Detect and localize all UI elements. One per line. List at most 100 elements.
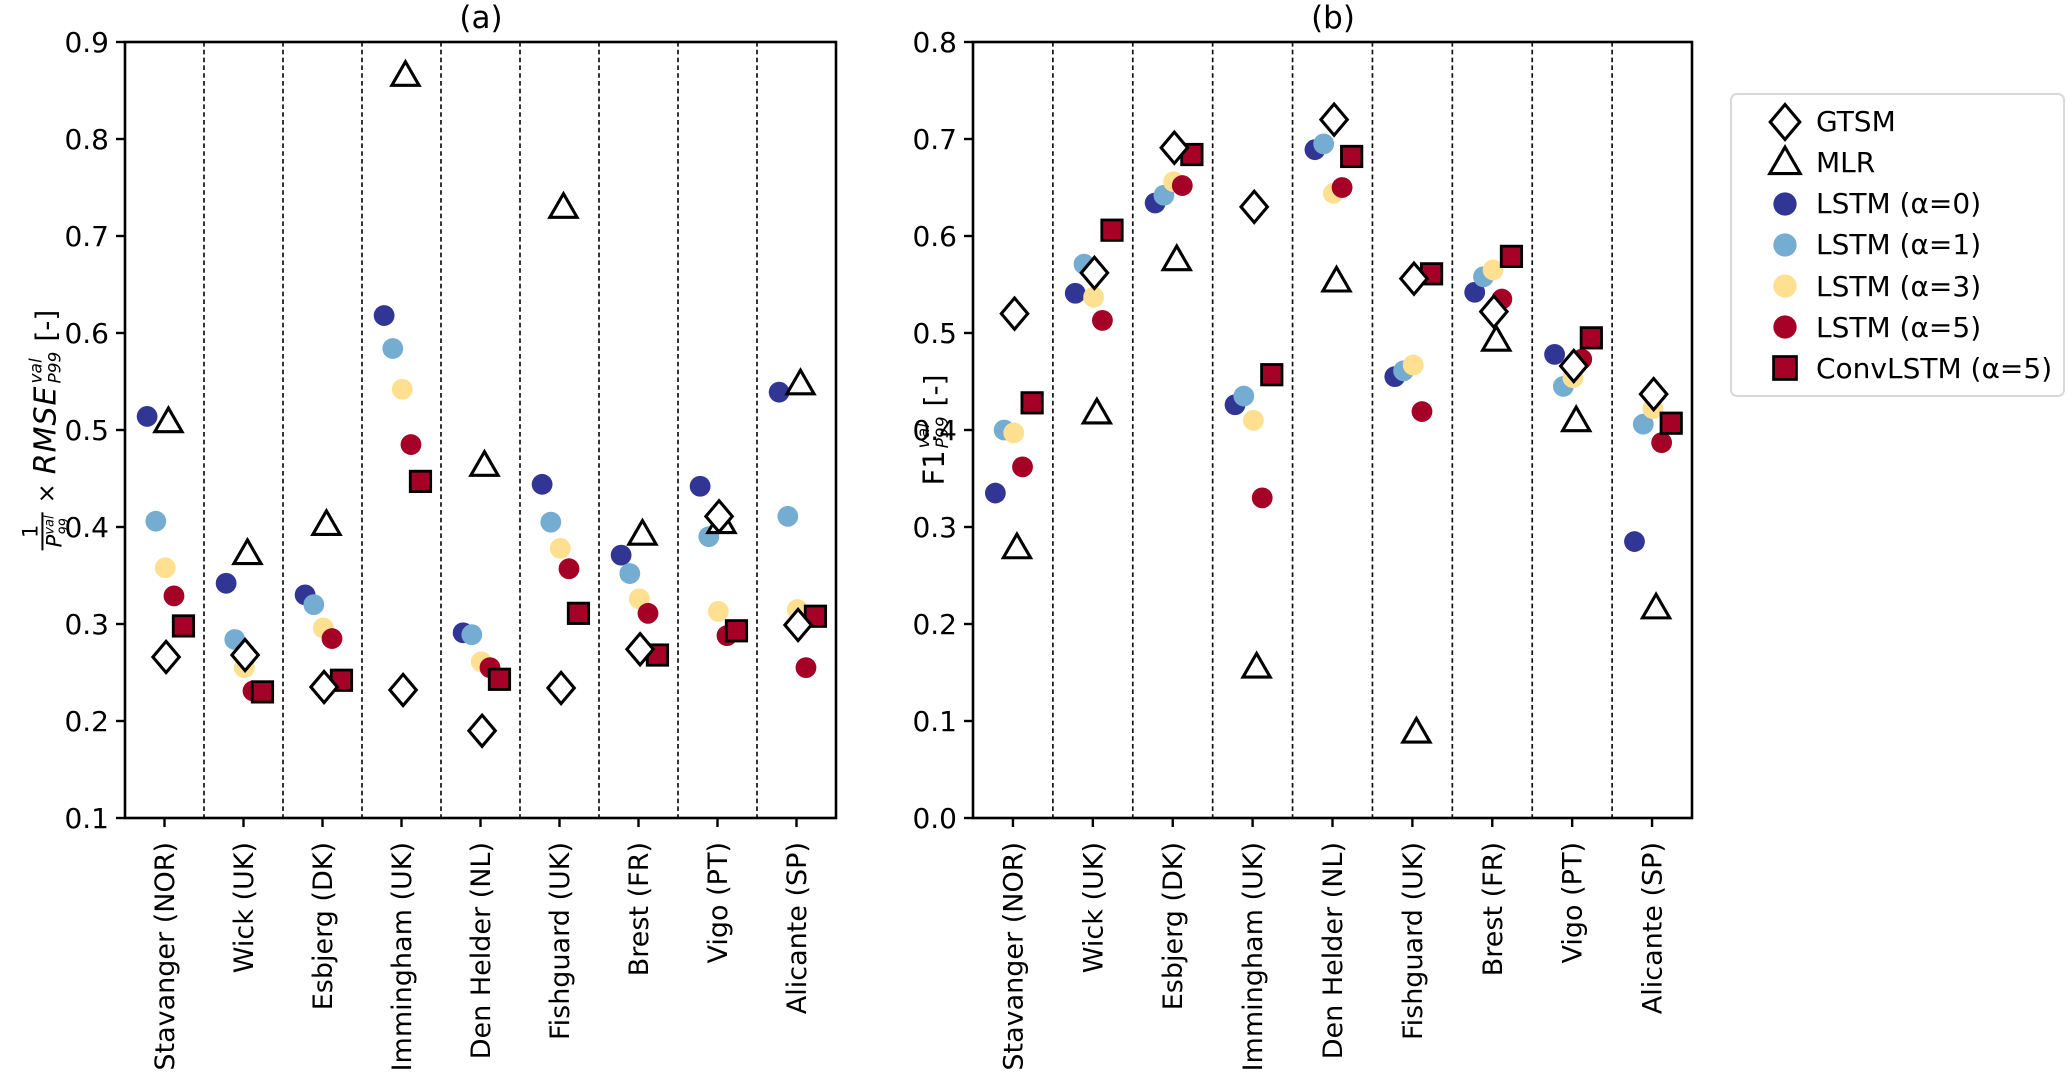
x-tick-label-station: Stavanger (NOR) bbox=[998, 842, 1029, 1071]
data-point-diamond bbox=[545, 670, 577, 707]
data-point-square bbox=[171, 614, 196, 638]
series-lstm-3- bbox=[1003, 171, 1664, 444]
y-tick-label: 0.0 bbox=[912, 802, 957, 835]
series-lstm-1- bbox=[145, 338, 799, 650]
series-convlstm-5- bbox=[171, 469, 828, 704]
y-axis-label-rmse: 1 P val 99 × RMSE val P99 [-] bbox=[18, 309, 73, 551]
legend-label: ConvLSTM (α=5) bbox=[1816, 351, 2053, 385]
data-point-diamond bbox=[1558, 347, 1589, 384]
x-tick-label-station: Den Helder (NL) bbox=[466, 842, 497, 1059]
data-point-square bbox=[1659, 411, 1683, 435]
x-tick-label-station: Brest (FR) bbox=[1478, 842, 1509, 976]
data-point-triangle bbox=[1639, 591, 1673, 620]
legend-item-lstm-5-: LSTM (α=5) bbox=[1754, 307, 2063, 348]
data-point-circle bbox=[540, 511, 562, 533]
circle-icon bbox=[1754, 266, 1816, 306]
diamond-icon bbox=[1754, 101, 1816, 142]
data-point-circle bbox=[531, 473, 553, 495]
x-tick-label-station: Brest (FR) bbox=[624, 842, 655, 976]
data-point-diamond bbox=[703, 498, 735, 535]
data-point-square bbox=[1579, 326, 1603, 350]
x-tick-label-station: Vigo (PT) bbox=[703, 842, 734, 963]
data-point-circle bbox=[1331, 177, 1353, 198]
data-point-triangle bbox=[1400, 715, 1433, 744]
data-point-diamond bbox=[1079, 254, 1110, 291]
data-point-triangle bbox=[626, 517, 659, 546]
data-point-circle bbox=[619, 563, 641, 584]
data-point-circle bbox=[1632, 413, 1654, 435]
data-point-diamond bbox=[1159, 129, 1190, 166]
data-point-circle bbox=[145, 510, 167, 532]
square-icon bbox=[1754, 348, 1816, 388]
data-point-circle bbox=[1012, 456, 1033, 478]
data-point-circle bbox=[1402, 354, 1424, 376]
data-point-circle bbox=[549, 537, 571, 559]
x-tick-label-station: Esbjerg (DK) bbox=[1158, 842, 1189, 1010]
series-gtsm bbox=[999, 101, 1669, 413]
data-point-triangle bbox=[547, 190, 580, 219]
x-tick-label-station: Immingham (UK) bbox=[387, 842, 418, 1071]
legend-label: LSTM (α=3) bbox=[1816, 269, 1982, 303]
data-point-circle bbox=[154, 557, 176, 579]
y-tick-label: 0.6 bbox=[912, 220, 957, 253]
panel-b-title: (b) bbox=[1311, 0, 1355, 36]
data-point-circle bbox=[689, 475, 711, 497]
data-point-diamond bbox=[1478, 293, 1510, 330]
legend-item-mlr: MLR bbox=[1754, 142, 2063, 183]
data-point-circle bbox=[707, 600, 729, 622]
y-tick-label: 0.5 bbox=[64, 414, 109, 447]
data-point-square bbox=[1020, 391, 1044, 415]
x-tick-label-station: Den Helder (NL) bbox=[1318, 842, 1349, 1059]
data-point-diamond bbox=[387, 671, 419, 708]
y-tick-label: 0.6 bbox=[64, 317, 109, 350]
x-tick-label-station: Fishguard (UK) bbox=[545, 842, 576, 1040]
series-convlstm-5- bbox=[1020, 142, 1683, 435]
fraction-numerator: 1 bbox=[18, 524, 43, 539]
data-point-triangle bbox=[1320, 264, 1353, 293]
x-tick-label-station: Vigo (PT) bbox=[1558, 842, 1589, 963]
data-point-diamond bbox=[1238, 188, 1270, 225]
y-tick-label: 0.9 bbox=[64, 26, 109, 59]
data-point-triangle bbox=[310, 507, 343, 537]
x-tick-label-station: Wick (UK) bbox=[1078, 842, 1109, 973]
legend-item-gtsm: GTSM bbox=[1754, 101, 2063, 142]
data-point-circle bbox=[795, 657, 817, 679]
y-tick-label: 0.2 bbox=[64, 705, 109, 738]
legend-label: GTSM bbox=[1816, 105, 1896, 139]
data-point-circle bbox=[1243, 409, 1264, 431]
data-point-circle bbox=[777, 505, 799, 527]
data-point-circle bbox=[610, 544, 632, 566]
series-mlr bbox=[1000, 242, 1673, 744]
multiplication-sign: × bbox=[31, 483, 60, 504]
data-point-circle bbox=[461, 624, 483, 646]
series-mlr bbox=[152, 58, 817, 566]
data-point-circle bbox=[984, 482, 1006, 504]
x-tick-label-station: Fishguard (UK) bbox=[1398, 842, 1429, 1040]
legend-item-lstm-3-: LSTM (α=3) bbox=[1754, 266, 2063, 307]
data-point-triangle bbox=[1240, 650, 1273, 679]
legend: GTSM MLR LSTM (α=0) LSTM (α=1) LSTM (α=3) LST… bbox=[1730, 93, 2065, 397]
data-point-triangle bbox=[231, 536, 264, 566]
data-point-circle bbox=[400, 434, 422, 455]
data-point-diamond bbox=[1398, 260, 1430, 297]
circle-icon bbox=[1754, 184, 1816, 224]
units-text: [-] bbox=[29, 309, 63, 342]
data-point-diamond bbox=[308, 669, 340, 706]
data-point-circle bbox=[1313, 133, 1335, 155]
data-point-circle bbox=[637, 602, 659, 624]
panel-b: 0.0 0.1 0.2 0.3 0.4 0.5 0.6 0.7 0.8 Stavanger (NO… bbox=[912, 26, 1694, 1071]
data-point-circle bbox=[382, 338, 404, 359]
data-point-diamond bbox=[1318, 101, 1350, 138]
y-tick-label: 0.3 bbox=[64, 608, 109, 641]
data-point-circle bbox=[1092, 309, 1113, 331]
y-tick-label: 0.7 bbox=[912, 123, 957, 156]
legend-label: LSTM (α=5) bbox=[1816, 310, 1982, 344]
data-point-square bbox=[1340, 144, 1364, 169]
axes-spines bbox=[123, 40, 838, 820]
y-tick-label: 0.5 bbox=[912, 317, 957, 350]
data-point-circle bbox=[303, 594, 325, 615]
x-tick-label-station: Alicante (SP) bbox=[782, 842, 813, 1014]
y-tick-label: 0.1 bbox=[912, 705, 957, 738]
f1-text: F1 bbox=[917, 450, 951, 486]
